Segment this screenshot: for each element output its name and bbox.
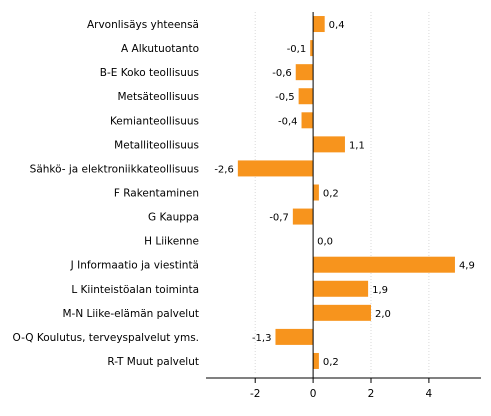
value-label-4: -0,4 [278, 116, 298, 127]
value-label-10: 4,9 [459, 261, 475, 272]
category-label-6: Sähkö- ja elektroniikkateollisuus [30, 163, 199, 175]
bar-1 [310, 40, 314, 57]
value-label-3: -0,5 [275, 92, 295, 103]
bar-0 [313, 16, 325, 33]
bar-5 [313, 136, 345, 153]
value-label-9: 0,0 [317, 237, 333, 248]
value-label-6: -2,6 [214, 164, 234, 175]
axes: -2 0 2 4 [206, 12, 481, 400]
category-label-11: L Kiinteistöalan toiminta [71, 284, 199, 296]
value-label-1: -0,1 [287, 44, 307, 55]
x-tick-label-1: 0 [310, 388, 317, 400]
bar-14 [313, 352, 319, 369]
bar-13 [275, 328, 314, 345]
value-label-12: 2,0 [375, 309, 391, 320]
bar-2 [295, 64, 314, 81]
value-label-11: 1,9 [372, 285, 388, 296]
value-label-13: -1,3 [252, 333, 272, 344]
x-tick-label-3: 4 [426, 388, 433, 400]
category-label-3: Metsäteollisuus [117, 91, 199, 103]
category-label-1: A Alkutuotanto [121, 43, 199, 55]
category-label-8: G Kauppa [148, 212, 199, 224]
bar-6 [237, 160, 314, 177]
value-label-2: -0,6 [272, 68, 292, 79]
value-label-8: -0,7 [269, 213, 289, 224]
value-label-5: 1,1 [349, 140, 365, 151]
category-label-12: M-N Liike-elämän palvelut [62, 308, 199, 320]
category-label-10: J Informaatio ja viestintä [70, 260, 199, 272]
category-label-0: Arvonlisäys yhteensä [87, 19, 199, 31]
bar-11 [313, 280, 369, 297]
x-tick-label-2: 2 [368, 388, 375, 400]
bar-12 [313, 304, 371, 321]
bars [237, 16, 455, 369]
category-label-5: Metalliteollisuus [114, 139, 199, 151]
value-label-14: 0,2 [323, 357, 339, 368]
value-label-0: 0,4 [329, 20, 345, 31]
value-label-7: 0,2 [323, 189, 339, 200]
bar-3 [298, 88, 314, 105]
category-label-14: R-T Muut palvelut [107, 356, 199, 368]
x-tick-label-0: -2 [250, 388, 260, 400]
bar-7 [313, 184, 319, 201]
category-label-7: F Rakentaminen [114, 188, 199, 200]
category-label-2: B-E Koko teollisuus [100, 67, 199, 79]
labels: Arvonlisäys yhteensä 0,4 A Alkutuotanto -0,… [13, 19, 475, 368]
bar-8 [292, 208, 314, 225]
category-label-9: H Liikenne [144, 236, 199, 248]
bar-4 [301, 112, 314, 129]
bar-10 [313, 256, 455, 273]
category-label-13: O-Q Koulutus, terveyspalvelut yms. [13, 332, 199, 344]
category-label-4: Kemianteollisuus [110, 115, 199, 127]
